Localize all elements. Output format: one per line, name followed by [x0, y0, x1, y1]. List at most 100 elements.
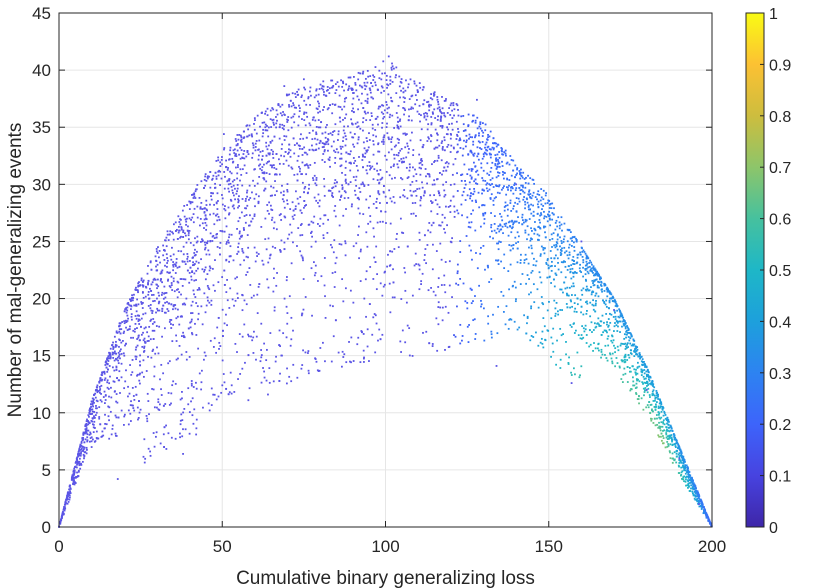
scatter-point: [436, 96, 439, 98]
scatter-point: [481, 135, 484, 137]
scatter-point: [190, 320, 193, 323]
scatter-point: [121, 321, 124, 323]
scatter-point: [138, 411, 141, 414]
scatter-point: [451, 109, 453, 112]
scatter-point: [438, 224, 441, 227]
scatter-point: [232, 184, 235, 187]
scatter-point: [411, 355, 414, 357]
scatter-point: [459, 342, 462, 345]
scatter-point: [202, 406, 204, 409]
scatter-point: [424, 168, 427, 170]
scatter-point: [81, 437, 84, 440]
scatter-point: [251, 217, 254, 220]
scatter-point: [624, 372, 627, 375]
scatter-point: [446, 126, 449, 129]
scatter-point: [365, 270, 368, 273]
scatter-point: [317, 280, 319, 282]
scatter-point: [527, 193, 530, 196]
scatter-point: [266, 348, 268, 351]
scatter-point: [108, 437, 111, 440]
scatter-point: [659, 406, 662, 409]
scatter-point: [279, 123, 281, 126]
scatter-point: [177, 250, 180, 252]
scatter-point: [349, 131, 352, 134]
scatter-point: [145, 370, 148, 372]
scatter-point: [297, 202, 300, 205]
scatter-point: [178, 225, 180, 228]
scatter-point: [447, 162, 450, 165]
scatter-point: [482, 214, 485, 217]
scatter-point: [551, 202, 554, 205]
scatter-point: [643, 360, 645, 363]
scatter-point: [89, 413, 91, 415]
scatter-point: [570, 237, 573, 240]
scatter-point: [298, 147, 301, 150]
scatter-point: [423, 116, 426, 119]
scatter-point: [318, 225, 321, 227]
scatter-point: [682, 466, 684, 469]
scatter-point: [490, 212, 492, 214]
scatter-point: [99, 377, 102, 380]
scatter-point: [691, 487, 694, 490]
scatter-point: [240, 138, 243, 141]
scatter-point: [551, 238, 554, 240]
scatter-point: [153, 365, 156, 368]
scatter-point: [408, 98, 411, 101]
scatter-point: [96, 400, 99, 403]
scatter-point: [196, 250, 198, 253]
scatter-point: [375, 288, 378, 291]
scatter-point: [371, 85, 374, 88]
scatter-point: [652, 422, 655, 424]
scatter-point: [517, 216, 519, 219]
scatter-point: [270, 149, 273, 151]
scatter-point: [178, 229, 180, 232]
scatter-point: [654, 396, 657, 399]
scatter-point: [701, 506, 703, 509]
scatter-point: [235, 144, 238, 147]
scatter-point: [283, 215, 286, 218]
scatter-point: [300, 367, 303, 370]
scatter-point: [428, 175, 431, 178]
scatter-point: [506, 204, 509, 207]
scatter-point: [480, 299, 482, 302]
scatter-point: [456, 135, 459, 137]
scatter-point: [386, 111, 389, 114]
scatter-point: [163, 249, 166, 252]
scatter-point: [219, 241, 222, 244]
scatter-point: [612, 339, 615, 342]
scatter-point: [285, 93, 288, 96]
scatter-point: [508, 244, 511, 246]
scatter-point: [623, 333, 626, 336]
scatter-point: [350, 336, 353, 339]
scatter-point: [282, 332, 285, 335]
scatter-point: [311, 235, 313, 238]
scatter-point: [522, 198, 525, 201]
scatter-point: [338, 224, 341, 227]
scatter-point: [401, 161, 403, 164]
scatter-point: [163, 311, 166, 314]
scatter-point: [226, 180, 229, 183]
scatter-point: [566, 269, 569, 271]
scatter-point: [610, 293, 613, 296]
scatter-point: [334, 156, 337, 159]
scatter-point: [332, 335, 335, 338]
scatter-point: [344, 117, 346, 120]
scatter-point: [477, 173, 480, 176]
scatter-point: [326, 140, 329, 143]
scatter-point: [339, 120, 342, 123]
scatter-point: [366, 81, 369, 84]
scatter-point: [382, 60, 385, 63]
scatter-point: [592, 267, 595, 270]
scatter-point: [344, 178, 347, 181]
scatter-point: [686, 471, 689, 473]
scatter-point: [500, 147, 503, 149]
scatter-point: [390, 96, 392, 99]
scatter-point: [146, 420, 149, 423]
scatter-point: [362, 141, 365, 144]
scatter-point: [586, 255, 589, 258]
scatter-point: [426, 101, 428, 104]
scatter-point: [523, 178, 526, 180]
scatter-point: [656, 401, 658, 403]
scatter-point: [65, 498, 67, 501]
scatter-point: [614, 300, 617, 303]
